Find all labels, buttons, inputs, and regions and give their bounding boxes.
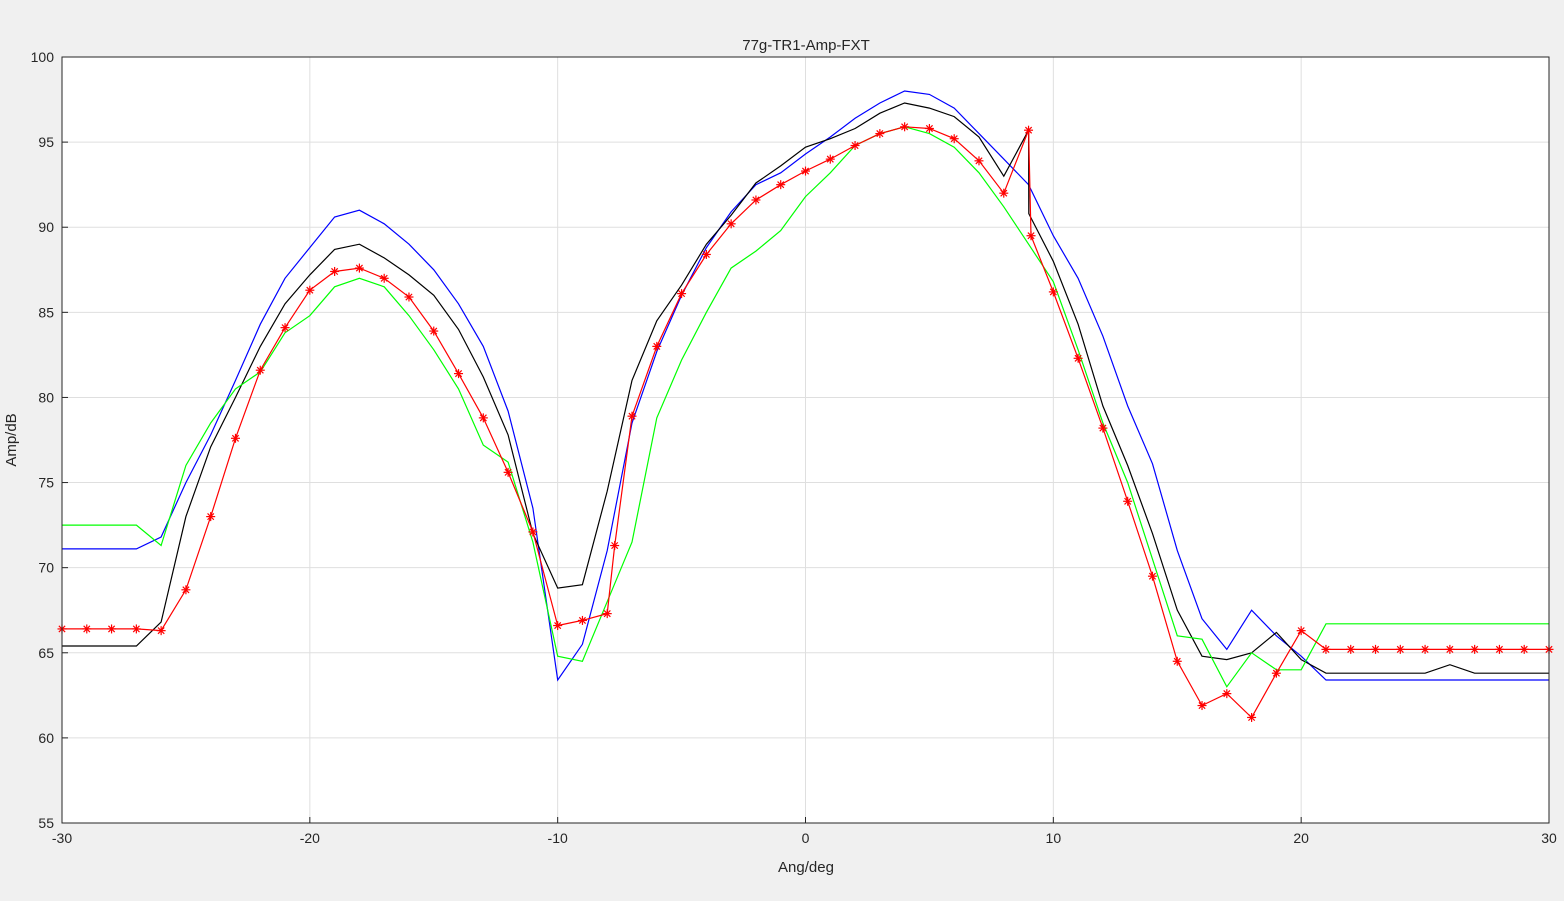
series-1 <box>62 102 1549 674</box>
series-line <box>62 102 1549 674</box>
data-point <box>602 609 612 619</box>
data-point <box>1247 712 1257 722</box>
data-point <box>924 123 934 133</box>
data-point <box>478 413 488 423</box>
data-point <box>528 527 538 537</box>
data-point <box>379 273 389 283</box>
data-point <box>1420 644 1430 654</box>
data-point <box>627 411 637 421</box>
data-point <box>949 134 959 144</box>
data-point <box>429 326 439 336</box>
data-point <box>726 219 736 229</box>
y-tick-label: 85 <box>38 304 54 320</box>
data-point <box>305 285 315 295</box>
y-tick-label: 90 <box>38 219 54 235</box>
data-point <box>553 621 563 631</box>
y-tick-label: 65 <box>38 645 54 661</box>
plot-frame <box>61 56 1550 824</box>
chart-title: 77g-TR1-Amp-FXT <box>742 37 870 54</box>
data-point <box>1395 644 1405 654</box>
data-point <box>1123 496 1133 506</box>
data-point <box>610 541 620 551</box>
data-point <box>82 624 92 634</box>
y-tick-label: 80 <box>38 389 54 405</box>
data-point <box>107 624 117 634</box>
data-point <box>156 626 166 636</box>
y-tick-label: 100 <box>31 49 55 65</box>
x-axis-label: Ang/deg <box>778 859 834 876</box>
y-tick-label: 55 <box>38 815 54 831</box>
data-point <box>677 289 687 299</box>
data-point <box>701 249 711 259</box>
y-tick-label: 60 <box>38 730 54 746</box>
data-point <box>454 369 464 379</box>
data-point <box>850 141 860 151</box>
series-line <box>62 126 1549 688</box>
data-point <box>1197 701 1207 711</box>
data-point <box>1098 423 1108 433</box>
data-point <box>1172 656 1182 666</box>
data-point <box>230 433 240 443</box>
data-point <box>1024 125 1034 135</box>
data-point <box>354 263 364 273</box>
data-point <box>1271 668 1281 678</box>
data-point <box>1026 231 1036 241</box>
data-point <box>131 624 141 634</box>
data-point <box>1048 287 1058 297</box>
data-point <box>206 512 216 522</box>
data-point <box>503 467 513 477</box>
data-point <box>1147 571 1157 581</box>
data-point <box>1073 353 1083 363</box>
data-point <box>751 195 761 205</box>
data-point <box>1321 644 1331 654</box>
data-point <box>1519 644 1529 654</box>
x-tick-label: 20 <box>1293 830 1309 846</box>
data-point <box>404 292 414 302</box>
data-point <box>1296 626 1306 636</box>
series-line <box>62 90 1549 682</box>
y-tick-label: 75 <box>38 475 54 491</box>
x-tick-label: -30 <box>52 830 72 846</box>
x-tick-label: 30 <box>1541 830 1557 846</box>
data-point <box>1222 689 1232 699</box>
series-0 <box>62 90 1549 682</box>
x-tick-label: 10 <box>1046 830 1062 846</box>
y-tick-label: 70 <box>38 560 54 576</box>
data-point <box>280 323 290 333</box>
series-2 <box>62 126 1549 688</box>
y-axis-label: Amp/dB <box>3 413 20 466</box>
data-point <box>999 188 1009 198</box>
data-point <box>900 122 910 132</box>
axes: -30 -20 -10 0 10 20 30 55 60 65 70 75 80 85 90 95 100 <box>31 49 1557 846</box>
data-point <box>255 365 265 375</box>
y-tick-label: 95 <box>38 134 54 150</box>
data-point <box>801 166 810 176</box>
data-point <box>875 129 885 139</box>
series-layer <box>57 90 1554 722</box>
data-point <box>577 615 587 625</box>
x-tick-label: -10 <box>548 830 568 846</box>
data-point <box>1494 644 1504 654</box>
data-point <box>1371 644 1381 654</box>
data-point <box>1346 644 1356 654</box>
data-point <box>330 266 340 276</box>
x-tick-label: 0 <box>802 830 810 846</box>
data-point <box>776 180 786 190</box>
data-point <box>1445 644 1455 654</box>
x-tick-label: -20 <box>300 830 320 846</box>
data-point <box>652 341 662 351</box>
data-point <box>825 154 835 164</box>
data-point <box>974 156 984 166</box>
data-point <box>1470 644 1480 654</box>
data-point <box>181 585 191 595</box>
series-3 <box>57 122 1554 722</box>
